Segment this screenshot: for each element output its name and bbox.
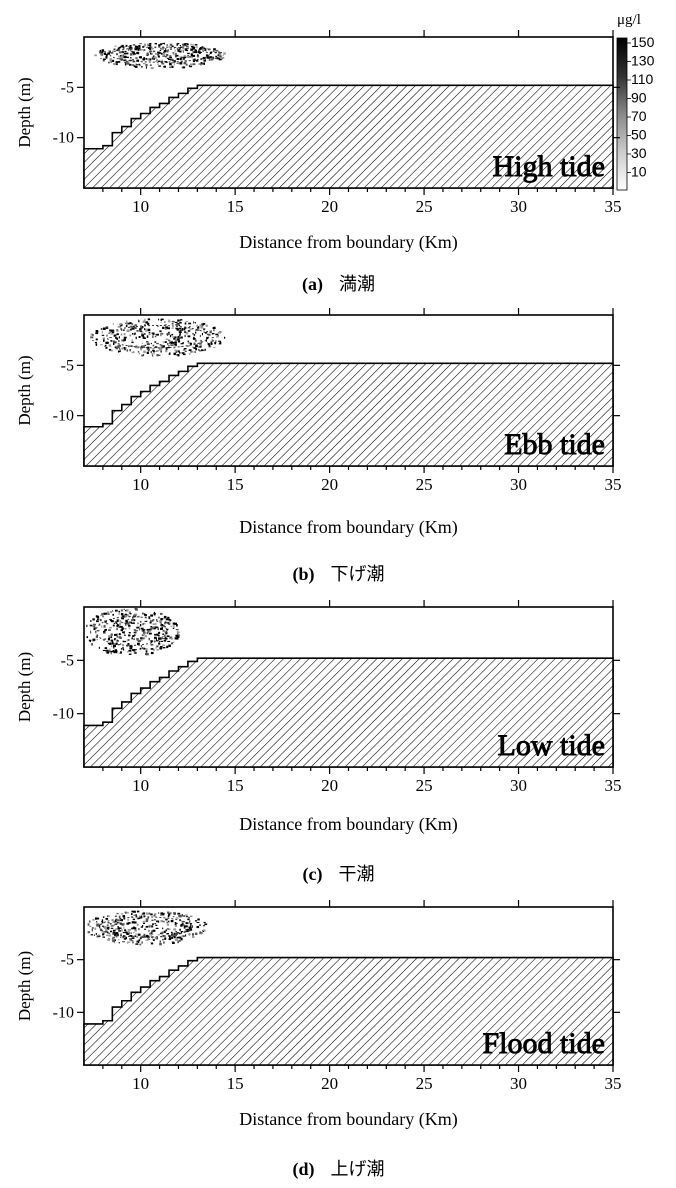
y-tick-label: -10: [53, 130, 74, 147]
x-tick-label: 10: [132, 1074, 149, 1093]
x-tick-label: 35: [605, 776, 622, 795]
panel-caption: (d) 上げ潮: [293, 1159, 385, 1180]
x-tick-label: 35: [605, 197, 622, 216]
seabed-area: [83, 362, 614, 467]
concentration-patch: [86, 608, 180, 656]
x-axis-label: Distance from boundary (Km): [239, 232, 457, 253]
colorbar-tick-label: 50: [631, 127, 647, 143]
panel-letter: (d): [293, 1159, 315, 1180]
panel-a: 10 15 20 25 30 35 -5 -10 Distance from boundary …: [15, 30, 622, 295]
panel-caption-text: 干潮: [338, 864, 374, 884]
colorbar-tick-label: 10: [631, 164, 647, 180]
y-tick-label: -10: [53, 1004, 74, 1021]
y-axis-label: Depth (m): [15, 951, 34, 1021]
x-tick-label: 15: [227, 197, 244, 216]
colorbar-tick-label: 150: [631, 34, 655, 50]
panel-c: 10 15 20 25 30 35 -5 -10 Distance from boundary …: [15, 600, 622, 885]
x-tick-label: 25: [416, 776, 433, 795]
x-axis-label: Distance from boundary (Km): [239, 814, 457, 835]
tide-label: High tide: [493, 150, 606, 183]
concentration-patch: [94, 42, 226, 70]
seabed-area: [83, 657, 614, 768]
panel-caption: (a) 満潮: [302, 274, 375, 295]
x-tick-label: 30: [510, 1074, 527, 1093]
panel-caption-text: 上げ潮: [331, 1159, 385, 1179]
panel-b: 10 15 20 25 30 35 -5 -10 Distance from boundary …: [15, 308, 622, 585]
colorbar-scale: [616, 37, 628, 191]
panel-caption: (b) 下げ潮: [293, 564, 385, 585]
colorbar-tick-label: 110: [631, 71, 654, 87]
x-tick-label: 30: [510, 776, 527, 795]
panel-d: 10 15 20 25 30 35 -5 -10 Distance from boundary …: [15, 900, 622, 1180]
x-tick-label: 10: [132, 197, 149, 216]
colorbar-unit: μg/l: [617, 12, 641, 28]
seabed-area: [83, 84, 614, 189]
concentration-contour: [106, 324, 210, 349]
x-axis-label: Distance from boundary (Km): [239, 517, 457, 538]
concentration-patch: [87, 910, 208, 946]
concentration-contour: [98, 916, 192, 938]
concentration-patch: [90, 318, 226, 357]
x-tick-label: 15: [227, 475, 244, 494]
panel-caption-text: 満潮: [339, 274, 375, 294]
y-tick-label: -10: [53, 706, 74, 723]
x-tick-label: 35: [605, 475, 622, 494]
panel-letter: (c): [303, 864, 323, 885]
panel-letter: (b): [293, 564, 315, 585]
panels: 10 15 20 25 30 35 -5 -10 Distance from boundary …: [15, 30, 622, 1180]
tide-label: Low tide: [498, 729, 605, 762]
seabed-area: [83, 956, 614, 1066]
x-tick-label: 25: [416, 475, 433, 494]
x-tick-label: 20: [321, 475, 338, 494]
y-tick-label: -5: [61, 652, 74, 669]
y-axis-label: Depth (m): [15, 652, 34, 722]
x-tick-label: 15: [227, 1074, 244, 1093]
x-tick-label: 30: [510, 197, 527, 216]
x-tick-label: 15: [227, 776, 244, 795]
colorbar-tick-label: 130: [631, 53, 655, 69]
colorbar-tick-label: 70: [631, 108, 647, 124]
y-tick-label: -5: [61, 79, 74, 96]
y-tick-label: -10: [53, 408, 74, 425]
x-tick-label: 10: [132, 776, 149, 795]
y-axis-label: Depth (m): [15, 77, 34, 147]
x-tick-label: 20: [321, 776, 338, 795]
colorbar-tick-label: 30: [631, 145, 647, 161]
panel-caption: (c) 干潮: [303, 864, 375, 885]
tide-label: Flood tide: [482, 1027, 605, 1060]
y-axis-label: Depth (m): [15, 355, 34, 425]
x-tick-label: 25: [416, 197, 433, 216]
tide-label: Ebb tide: [504, 428, 605, 461]
x-tick-label: 20: [321, 197, 338, 216]
x-tick-label: 30: [510, 475, 527, 494]
concentration-contour: [95, 616, 168, 646]
x-tick-label: 10: [132, 475, 149, 494]
colorbar-tick-label: 90: [631, 90, 647, 106]
y-tick-label: -5: [61, 952, 74, 969]
x-tick-label: 25: [416, 1074, 433, 1093]
panel-letter: (a): [302, 274, 323, 295]
concentration-contour: [109, 46, 210, 63]
x-tick-label: 35: [605, 1074, 622, 1093]
colorbar-ticks: 150 130 110 90 70 50 30 10: [627, 34, 655, 180]
y-tick-label: -5: [61, 357, 74, 374]
panel-caption-text: 下げ潮: [331, 564, 385, 584]
x-tick-label: 20: [321, 1074, 338, 1093]
x-axis-label: Distance from boundary (Km): [239, 1109, 457, 1130]
colorbar-legend: μg/l 150 130 110 90 70 50 30 10: [616, 12, 655, 191]
